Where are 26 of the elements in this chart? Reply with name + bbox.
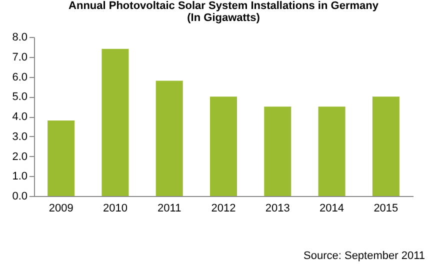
x-tick-label: 2014: [320, 202, 344, 214]
y-tick-label: 2.0: [12, 150, 28, 163]
y-tick-label: 3.0: [12, 130, 28, 143]
bar: [210, 96, 237, 196]
bar: [102, 48, 129, 196]
bar: [264, 106, 292, 196]
x-tick-label: 2010: [102, 202, 128, 214]
y-tick-label: 8.0: [12, 32, 28, 44]
x-tick-label: 2012: [211, 202, 236, 214]
chart-title: Annual Photovoltaic Solar System Installations in Germany: [68, 0, 380, 12]
y-tick-label: 6.0: [12, 71, 28, 84]
source-note: Source: September 2011: [304, 250, 425, 262]
chart-subtitle: (In Gigawatts): [187, 12, 260, 24]
y-tick-label: 1.0: [12, 170, 28, 183]
x-tick-label: 2009: [48, 202, 74, 214]
bar: [156, 80, 183, 196]
bar: [318, 106, 346, 196]
y-tick-label: 5.0: [12, 91, 28, 104]
bar: [48, 120, 75, 196]
bar: [372, 96, 400, 196]
x-tick-label: 2015: [374, 202, 398, 214]
y-tick-label: 4.0: [12, 111, 28, 123]
x-tick-label: 2013: [265, 202, 290, 214]
y-tick-label: 0.0: [12, 190, 28, 202]
x-tick-label: 2011: [158, 202, 182, 214]
y-tick-label: 7.0: [12, 51, 28, 64]
